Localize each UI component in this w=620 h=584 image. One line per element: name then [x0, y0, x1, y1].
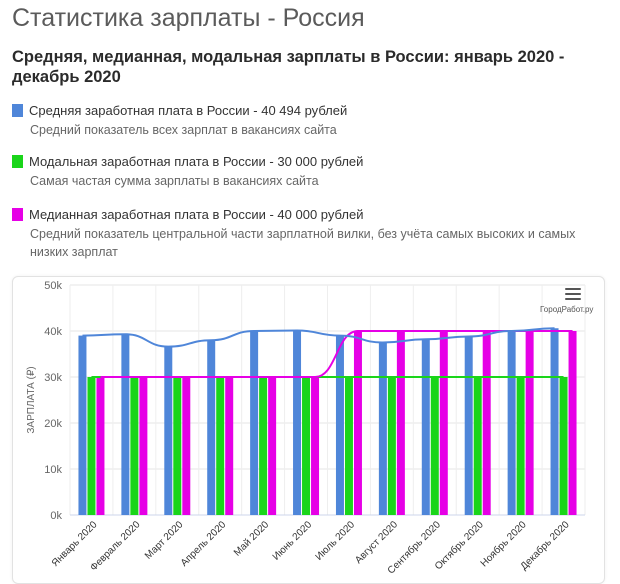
bar-median[interactable] — [182, 377, 191, 515]
bar-median[interactable] — [311, 377, 320, 515]
y-axis-label: ЗАРПЛАТА (₽) — [26, 366, 37, 433]
bar-mode[interactable] — [130, 377, 139, 515]
legend-item-mean: Средняя заработная плата в России - 40 4… — [12, 101, 612, 139]
bar-mean[interactable] — [335, 335, 344, 515]
bar-mode[interactable] — [173, 377, 182, 515]
y-tick-label: 0k — [50, 510, 62, 522]
y-tick-label: 30k — [44, 372, 62, 384]
bar-mean[interactable] — [464, 336, 473, 515]
bar-median[interactable] — [353, 331, 362, 515]
legend-desc-median: Средний показатель центральной части зар… — [30, 227, 576, 259]
y-tick-label: 50k — [44, 280, 62, 292]
bar-mode[interactable] — [302, 377, 311, 515]
x-tick-label: Март 2020 — [143, 519, 186, 562]
bar-mean[interactable] — [378, 342, 387, 516]
bar-median[interactable] — [525, 331, 534, 515]
y-tick-label: 20k — [44, 418, 62, 430]
bar-median[interactable] — [268, 377, 277, 515]
legend-swatch-median — [12, 207, 23, 221]
x-tick-label: Июнь 2020 — [271, 519, 315, 563]
bar-median[interactable] — [482, 331, 491, 515]
bar-mean[interactable] — [250, 331, 259, 515]
legend-label-median: Медианная заработная плата в России - 40… — [29, 206, 364, 222]
x-tick-label: Июль 2020 — [314, 519, 358, 563]
bar-mean[interactable] — [78, 335, 87, 515]
legend-label-mode: Модальная заработная плата в России - 30… — [29, 153, 364, 169]
legend-desc-mean: Средний показатель всех зарплат в ваканс… — [30, 123, 337, 137]
bar-mode[interactable] — [387, 377, 396, 515]
bar-mode[interactable] — [473, 377, 482, 515]
y-tick-label: 40k — [44, 326, 62, 338]
watermark: ГородРабот.ру — [540, 305, 594, 314]
bar-mean[interactable] — [293, 330, 302, 515]
x-tick-label: Май 2020 — [232, 519, 272, 559]
x-tick-label: Август 2020 — [353, 519, 400, 566]
legend-label-mean: Средняя заработная плата в России - 40 4… — [29, 102, 348, 118]
bar-mean[interactable] — [421, 339, 430, 515]
legend-swatch-mean — [12, 103, 23, 117]
bar-mode[interactable] — [344, 377, 353, 515]
bar-mean[interactable] — [507, 331, 516, 515]
bar-mode[interactable] — [87, 377, 96, 515]
y-tick-label: 10k — [44, 464, 62, 476]
legend-swatch-mode — [12, 154, 23, 168]
hamburger-menu-icon[interactable] — [565, 288, 581, 300]
legend-desc-mode: Самая частая сумма зарплаты в вакансиях … — [30, 174, 319, 188]
bar-mode[interactable] — [559, 377, 568, 515]
bar-median[interactable] — [96, 377, 105, 515]
line-mean — [82, 327, 555, 348]
legend-item-mode: Модальная заработная плата в России - 30… — [12, 152, 612, 190]
bar-mode[interactable] — [516, 377, 525, 515]
bar-mean[interactable] — [164, 346, 173, 515]
bar-mode[interactable] — [259, 377, 268, 515]
bar-mode[interactable] — [216, 377, 225, 515]
bar-median[interactable] — [396, 331, 405, 515]
bar-median[interactable] — [139, 377, 148, 515]
page-subtitle: Средняя, медианная, модальная зарплаты в… — [12, 48, 565, 86]
bar-mean[interactable] — [550, 328, 559, 515]
bar-median[interactable] — [568, 331, 577, 515]
x-tick-label: Апрель 2020 — [179, 519, 229, 569]
legend-item-median: Медианная заработная плата в России - 40… — [12, 205, 612, 261]
bar-mode[interactable] — [430, 377, 439, 515]
bar-mean[interactable] — [207, 340, 216, 515]
page-title: Статистика зарплаты - Россия — [12, 4, 365, 32]
line-median — [100, 330, 573, 378]
bar-mean[interactable] — [121, 334, 130, 515]
bar-median[interactable] — [225, 377, 234, 515]
bar-median[interactable] — [439, 331, 448, 515]
